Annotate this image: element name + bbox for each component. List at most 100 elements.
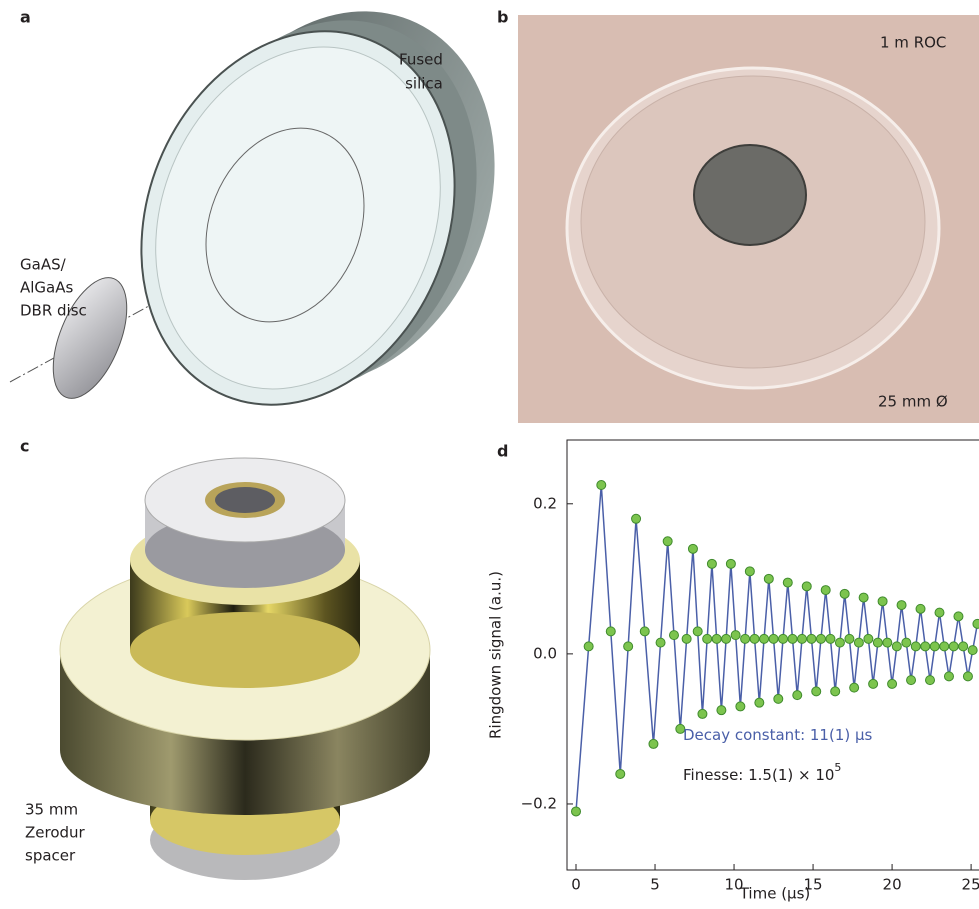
x-tick-label: 0: [571, 876, 581, 894]
data-point: [954, 612, 963, 621]
data-point: [663, 537, 672, 546]
data-point: [845, 634, 854, 643]
y-tick-label: −0.2: [521, 794, 557, 812]
data-point: [572, 807, 581, 816]
label: GaAS/: [20, 256, 67, 274]
data-point: [584, 642, 593, 651]
data-point: [769, 634, 778, 643]
data-point: [968, 646, 977, 655]
data-point: [897, 601, 906, 610]
data-point: [669, 631, 678, 640]
data-point: [793, 691, 802, 700]
x-axis-label: Time (µs): [739, 885, 811, 903]
data-point: [883, 638, 892, 647]
data-point: [726, 559, 735, 568]
label: DBR disc: [20, 302, 87, 320]
data-point: [812, 687, 821, 696]
data-point: [930, 642, 939, 651]
panel-b-photo: [518, 15, 979, 423]
label: 25 mm Ø: [878, 393, 948, 411]
data-point: [616, 769, 625, 778]
data-point: [959, 642, 968, 651]
panel-label: a: [20, 8, 31, 27]
data-point: [944, 672, 953, 681]
data-point: [850, 683, 859, 692]
data-point: [902, 638, 911, 647]
label: AlGaAs: [20, 279, 74, 297]
panel-a-drawing: [10, 0, 549, 452]
data-point: [949, 642, 958, 651]
panel-label: b: [497, 8, 508, 27]
data-point: [859, 593, 868, 602]
data-point: [911, 642, 920, 651]
label: Zerodur: [25, 824, 86, 842]
data-point: [779, 634, 788, 643]
y-tick-label: 0.0: [533, 644, 557, 662]
label: 35 mm: [25, 801, 78, 819]
annotation-text: Finesse: 1.5(1) × 10: [683, 766, 834, 784]
label: spacer: [25, 847, 76, 865]
x-tick-label: 5: [650, 876, 660, 894]
data-point: [892, 642, 901, 651]
data-point: [869, 679, 878, 688]
x-tick-label: 20: [883, 876, 902, 894]
data-point: [693, 627, 702, 636]
label: silica: [405, 75, 443, 93]
data-point: [907, 676, 916, 685]
data-point: [826, 634, 835, 643]
data-point: [788, 634, 797, 643]
data-point: [802, 582, 811, 591]
data-point: [774, 694, 783, 703]
axis-frame: [567, 440, 979, 870]
data-point: [816, 634, 825, 643]
panel-label: d: [497, 442, 508, 461]
label: Fused: [399, 51, 443, 69]
data-point: [712, 634, 721, 643]
x-tick-label: 25: [962, 876, 979, 894]
data-point: [864, 634, 873, 643]
data-point: [597, 481, 606, 490]
data-point: [821, 586, 830, 595]
data-point: [926, 676, 935, 685]
annotation-text: Decay constant: 11(1) µs: [683, 726, 873, 744]
y-tick-label: 0.2: [533, 494, 557, 512]
data-point: [973, 619, 979, 628]
data-point: [760, 634, 769, 643]
panel-c-drawing: [60, 458, 430, 880]
annotation: Finesse: 1.5(1) × 105: [683, 761, 841, 784]
data-point: [707, 559, 716, 568]
data-point: [755, 698, 764, 707]
data-point: [935, 608, 944, 617]
label: 1 m ROC: [880, 34, 946, 52]
data-point: [703, 634, 712, 643]
data-point: [764, 574, 773, 583]
data-point: [745, 567, 754, 576]
data-point: [649, 739, 658, 748]
annotation: Decay constant: 11(1) µs: [683, 726, 873, 744]
annotation-superscript: 5: [834, 761, 841, 774]
data-point: [722, 634, 731, 643]
data-point: [632, 514, 641, 523]
data-point: [921, 642, 930, 651]
data-point: [741, 634, 750, 643]
data-point: [888, 679, 897, 688]
data-point: [963, 672, 972, 681]
data-point: [640, 627, 649, 636]
data-point: [940, 642, 949, 651]
data-point: [682, 634, 691, 643]
data-point: [831, 687, 840, 696]
data-point: [854, 638, 863, 647]
data-point: [698, 709, 707, 718]
data-point: [797, 634, 806, 643]
data-point: [688, 544, 697, 553]
data-point: [750, 634, 759, 643]
data-point: [835, 638, 844, 647]
data-point: [916, 604, 925, 613]
data-point: [840, 589, 849, 598]
data-point: [873, 638, 882, 647]
data-point: [878, 597, 887, 606]
data-point: [783, 578, 792, 587]
data-point: [656, 638, 665, 647]
data-point: [717, 706, 726, 715]
